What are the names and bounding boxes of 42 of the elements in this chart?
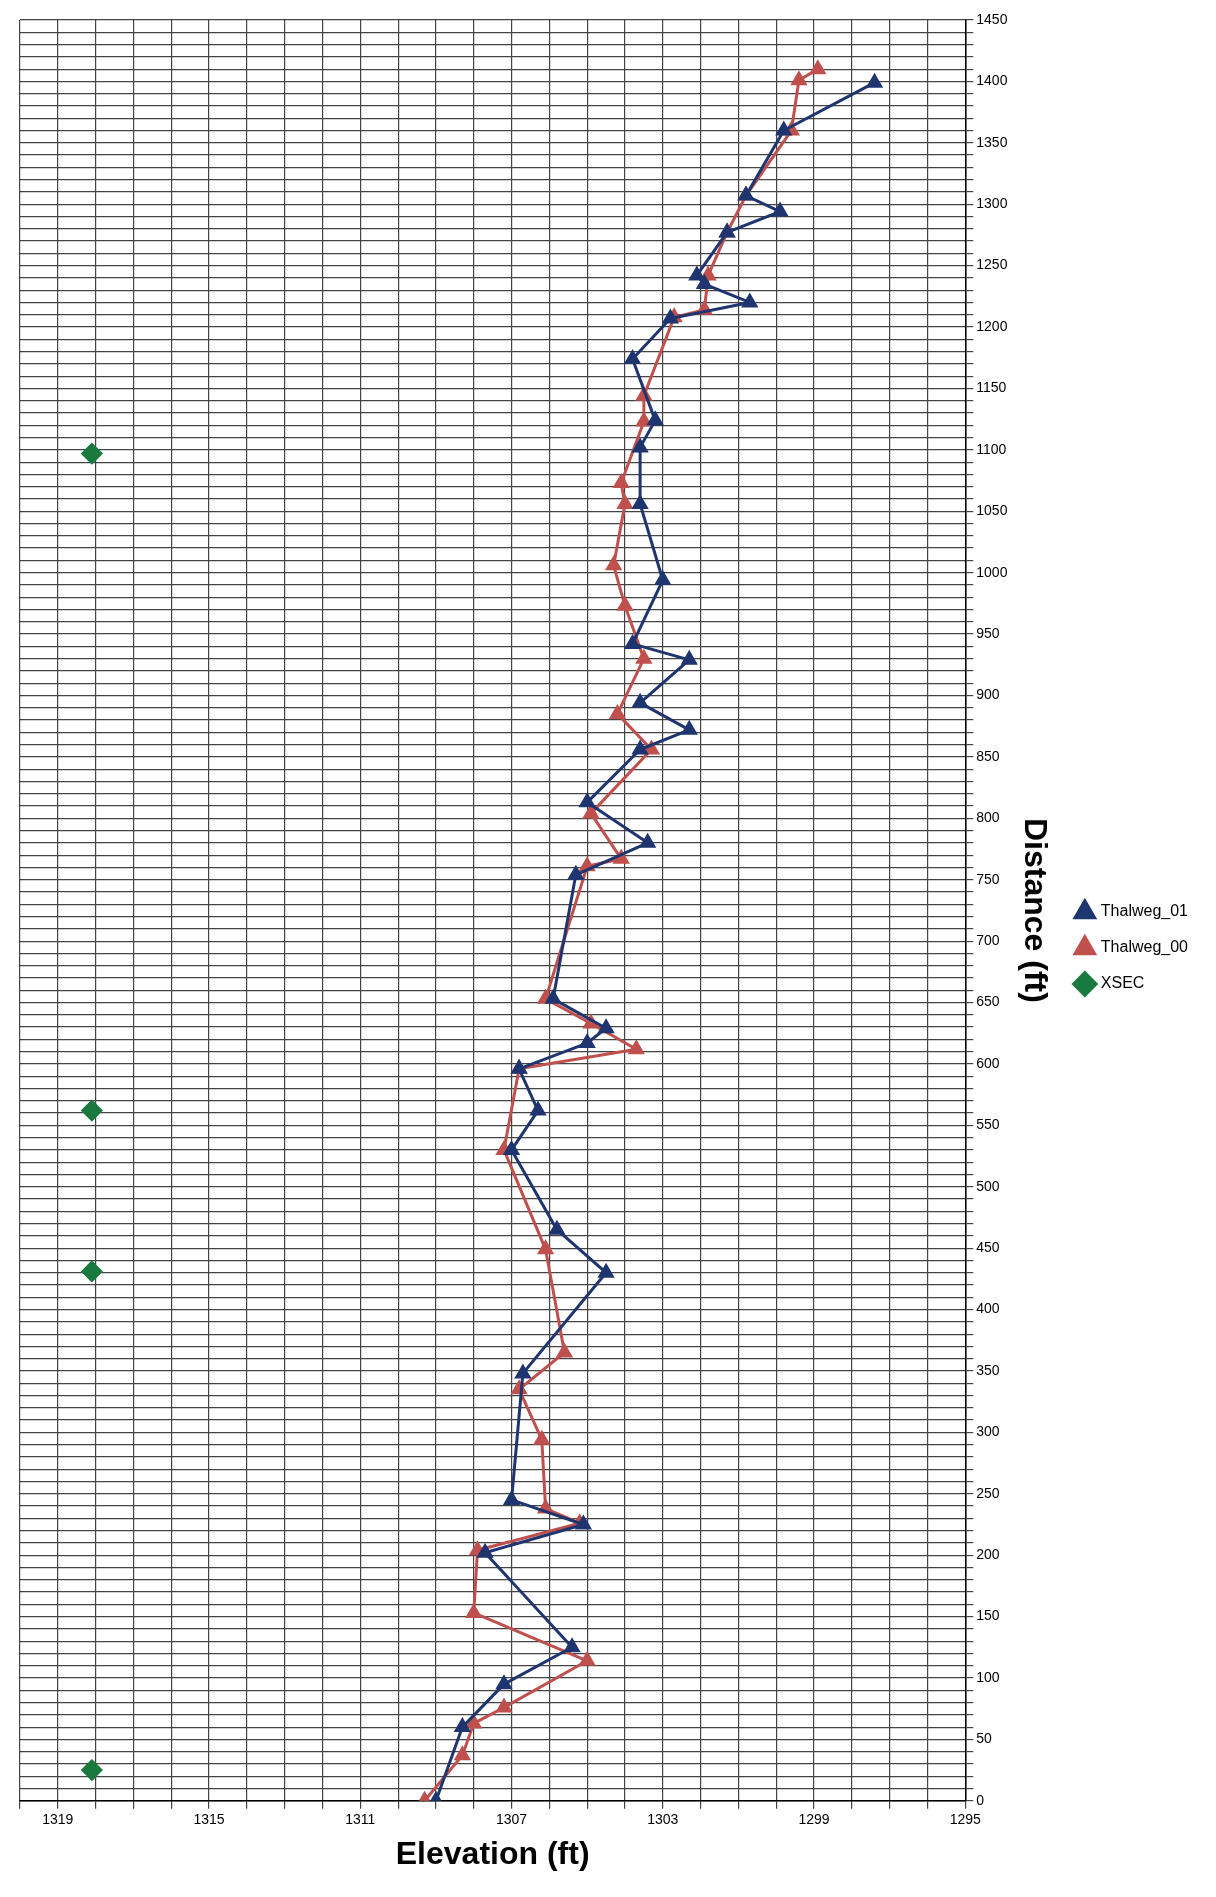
legend-label: Thalweg_01 <box>1100 902 1189 921</box>
y-tick-label: 1000 <box>976 563 1008 580</box>
y-tick-label: 700 <box>976 931 1000 948</box>
y-tick-label: 1300 <box>976 195 1008 212</box>
x-tick-label: 1295 <box>949 1811 982 1828</box>
legend-label: XSEC <box>1100 974 1145 992</box>
x-tick-label: 1303 <box>647 1811 679 1828</box>
x-axis-title: Elevation (ft) <box>395 1834 590 1871</box>
x-tick-label: 1311 <box>345 1811 376 1828</box>
y-tick-label: 950 <box>976 624 1000 641</box>
y-tick-label: 50 <box>976 1730 993 1747</box>
y-tick-label: 100 <box>976 1668 1000 1685</box>
y-tick-label: 1200 <box>976 317 1008 334</box>
x-tick-label: 1299 <box>798 1811 830 1828</box>
y-tick-label: 600 <box>976 1054 1000 1071</box>
x-tick-label: 1307 <box>495 1811 528 1828</box>
y-tick-label: 450 <box>976 1239 1000 1255</box>
y-tick-label: 500 <box>976 1177 1000 1194</box>
y-tick-label: 900 <box>976 686 1000 703</box>
y-tick-label: 200 <box>976 1546 1000 1563</box>
y-tick-label: 1100 <box>976 440 1007 457</box>
y-tick-label: 1450 <box>976 10 1008 27</box>
y-tick-label: 1350 <box>976 133 1008 150</box>
y-tick-label: 1050 <box>976 502 1008 519</box>
x-tick-label: 1319 <box>42 1811 74 1828</box>
y-tick-label: 550 <box>976 1116 1000 1133</box>
y-tick-label: 1150 <box>976 379 1007 396</box>
y-tick-label: 800 <box>976 809 1000 826</box>
y-tick-label: 250 <box>976 1484 1000 1501</box>
y-tick-label: 750 <box>976 870 1000 887</box>
y-tick-label: 400 <box>976 1300 1000 1317</box>
y-tick-label: 350 <box>976 1361 1000 1378</box>
y-tick-label: 1400 <box>976 72 1008 89</box>
legend-label: Thalweg_00 <box>1100 938 1189 957</box>
y-tick-label: 150 <box>976 1607 1000 1624</box>
y-axis-title: Distance (ft) <box>1017 817 1054 1003</box>
y-tick-label: 1250 <box>976 256 1008 273</box>
y-tick-label: 300 <box>976 1423 1000 1440</box>
y-tick-label: 850 <box>976 747 1000 764</box>
y-tick-label: 650 <box>976 993 1000 1010</box>
y-tick-label: 0 <box>976 1791 985 1808</box>
x-tick-label: 1315 <box>193 1811 225 1828</box>
